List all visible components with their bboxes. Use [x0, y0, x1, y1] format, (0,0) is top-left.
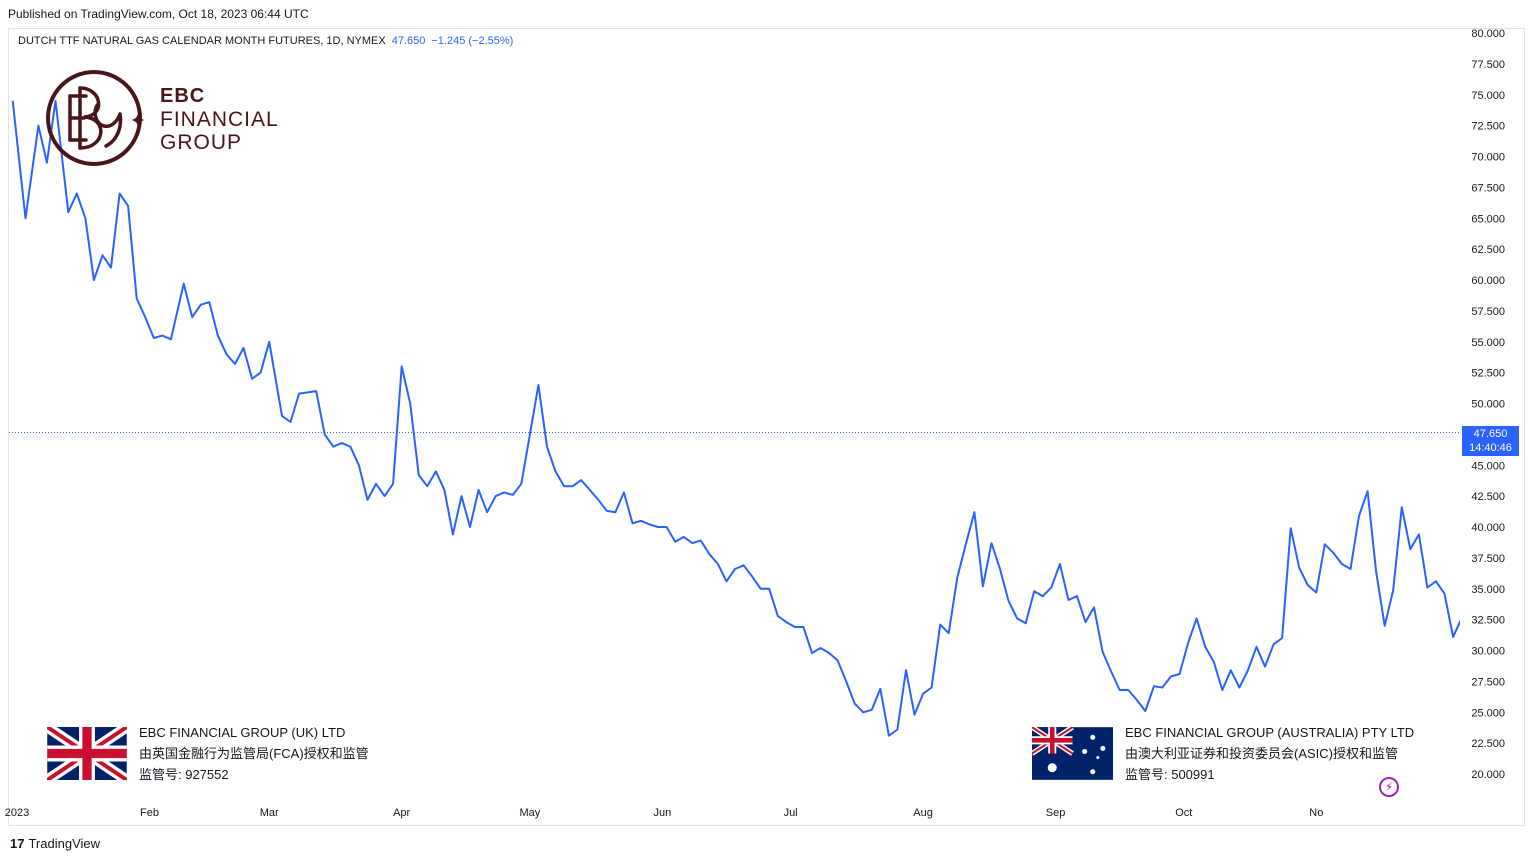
y-tick-label: 25.000 — [1471, 707, 1505, 719]
tradingview-footer[interactable]: 17 TradingView — [10, 836, 100, 851]
symbol-change: −1.245 (−2.55%) — [431, 35, 514, 47]
au-regulation: EBC FINANCIAL GROUP (AUSTRALIA) PTY LTD … — [1125, 722, 1414, 785]
x-tick-label: Mar — [260, 807, 279, 819]
y-tick-label: 35.000 — [1471, 584, 1505, 596]
current-price-value: 47.650 — [1473, 428, 1508, 440]
y-tick-label: 55.000 — [1471, 337, 1505, 349]
x-tick-label: 2023 — [5, 807, 29, 819]
y-tick-label: 27.500 — [1471, 676, 1505, 688]
x-tick-label: May — [519, 807, 540, 819]
y-tick-label: 77.500 — [1471, 59, 1505, 71]
logo-line-1: EBC — [160, 85, 206, 107]
y-tick-label: 67.500 — [1471, 182, 1505, 194]
lightning-icon[interactable]: ⚡ — [1379, 777, 1399, 797]
symbol-name: DUTCH TTF NATURAL GAS CALENDAR MONTH FUT… — [18, 35, 386, 47]
uk-company-name: EBC FINANCIAL GROUP (UK) LTD — [139, 725, 346, 740]
current-price-tag: 47.650 14:40:46 — [1462, 426, 1519, 456]
y-tick-label: 50.000 — [1471, 399, 1505, 411]
y-tick-label: 30.000 — [1471, 646, 1505, 658]
x-tick-label: Aug — [913, 807, 933, 819]
y-tick-label: 45.000 — [1471, 460, 1505, 472]
y-tick-label: 42.500 — [1471, 491, 1505, 503]
x-tick-label: Sep — [1046, 807, 1066, 819]
uk-regulation: EBC FINANCIAL GROUP (UK) LTD 由英国金融行为监管局(… — [139, 722, 369, 785]
y-tick-label: 40.000 — [1471, 522, 1505, 534]
y-tick-label: 57.500 — [1471, 306, 1505, 318]
y-tick-label: 20.000 — [1471, 769, 1505, 781]
x-axis: 2023 Feb Mar Apr May Jun Jul Aug Sep Oct No — [5, 807, 1324, 819]
tradingview-brand: TradingView — [28, 836, 101, 851]
y-tick-label: 80.000 — [1471, 28, 1505, 40]
uk-authority: 由英国金融行为监管局(FCA)授权和监管 — [139, 746, 369, 761]
symbol-legend: DUTCH TTF NATURAL GAS CALENDAR MONTH FUT… — [18, 35, 513, 47]
y-tick-label: 22.500 — [1471, 738, 1505, 750]
logo-line-2: FINANCIAL — [160, 108, 279, 131]
uk-license: 监管号: 927552 — [139, 767, 229, 782]
australia-flag-icon — [1032, 727, 1113, 780]
x-tick-label: Jun — [653, 807, 671, 819]
au-license: 监管号: 500991 — [1125, 767, 1215, 782]
published-note: Published on TradingView.com, Oct 18, 20… — [8, 7, 309, 21]
uk-flag-icon — [47, 727, 127, 780]
chart-frame — [8, 28, 1525, 826]
tradingview-logo-icon: 17 — [10, 836, 25, 851]
x-tick-label: Feb — [140, 807, 159, 819]
bar-countdown: 14:40:46 — [1469, 442, 1512, 454]
au-authority: 由澳大利亚证券和投资委员会(ASIC)授权和监管 — [1125, 746, 1399, 761]
y-tick-label: 65.000 — [1471, 213, 1505, 225]
y-tick-label: 75.000 — [1471, 90, 1505, 102]
y-tick-label: 52.500 — [1471, 368, 1505, 380]
logo-line-3: GROUP — [160, 131, 243, 154]
logo-wordmark: EBC FINANCIAL GROUP — [160, 86, 279, 153]
x-tick-label: Apr — [393, 807, 410, 819]
ebc-logo — [46, 70, 144, 166]
y-tick-label: 62.500 — [1471, 244, 1505, 256]
x-tick-label: No — [1309, 807, 1323, 819]
y-tick-label: 70.000 — [1471, 152, 1505, 164]
y-tick-label: 37.500 — [1471, 553, 1505, 565]
x-tick-label: Oct — [1175, 807, 1192, 819]
y-tick-label: 32.500 — [1471, 615, 1505, 627]
series-line — [11, 99, 1460, 737]
x-tick-label: Jul — [784, 807, 798, 819]
y-tick-label: 72.500 — [1471, 121, 1505, 133]
symbol-price: 47.650 — [391, 35, 426, 47]
au-company-name: EBC FINANCIAL GROUP (AUSTRALIA) PTY LTD — [1125, 725, 1415, 740]
y-axis: 80.000 77.500 75.000 72.500 70.000 67.500 65.0… — [1471, 28, 1505, 781]
y-tick-label: 60.000 — [1471, 275, 1505, 287]
